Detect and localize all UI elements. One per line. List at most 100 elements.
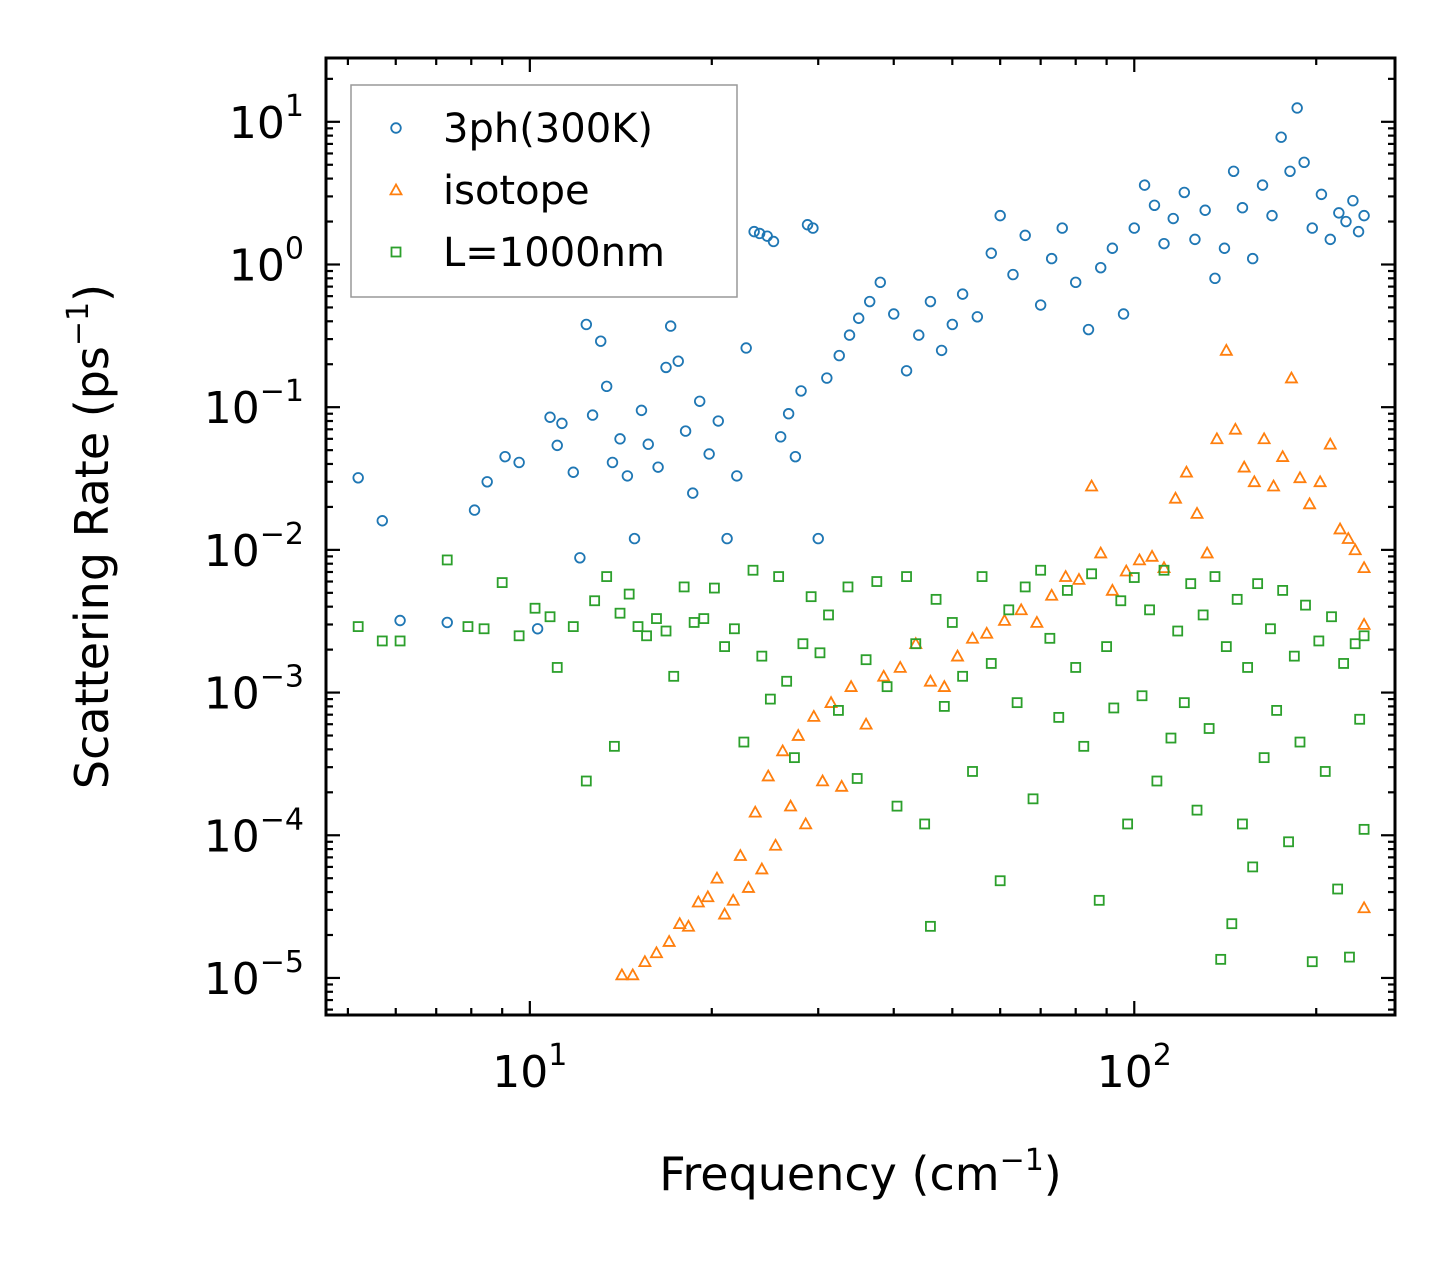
data-point xyxy=(1242,662,1254,673)
data-point xyxy=(1313,635,1325,647)
data-point xyxy=(767,235,780,248)
data-point xyxy=(1071,572,1086,585)
data-point xyxy=(531,623,544,635)
data-point xyxy=(842,581,854,593)
data-point xyxy=(628,532,641,545)
data-point xyxy=(1108,702,1120,714)
data-point xyxy=(652,461,664,473)
data-point xyxy=(900,365,913,377)
data-point xyxy=(1179,464,1194,478)
data-point xyxy=(1117,308,1130,320)
data-point xyxy=(821,372,833,384)
data-point xyxy=(1294,736,1306,748)
legend-entry: isotope xyxy=(388,168,590,214)
data-point xyxy=(1283,836,1294,848)
x-axis-label-sup: −1 xyxy=(1000,1143,1044,1178)
data-point xyxy=(967,766,978,777)
data-point xyxy=(1315,188,1328,201)
data-point xyxy=(441,554,453,566)
data-point xyxy=(824,695,839,708)
data-point xyxy=(1324,233,1336,246)
data-point xyxy=(544,611,556,623)
data-point xyxy=(1095,261,1107,274)
data-point xyxy=(783,798,798,812)
data-point xyxy=(1333,207,1345,219)
data-point xyxy=(1034,299,1047,311)
data-point xyxy=(608,740,620,752)
data-point xyxy=(795,385,807,397)
data-point xyxy=(946,318,959,331)
data-point xyxy=(1347,194,1359,207)
data-point xyxy=(709,582,720,594)
data-point xyxy=(806,709,821,722)
plot-frame xyxy=(324,56,1397,1017)
legend: 3ph(300K) isotope L=1000nm xyxy=(350,84,738,298)
data-point xyxy=(651,613,662,624)
data-point xyxy=(574,552,586,564)
data-point xyxy=(1151,775,1163,787)
data-point xyxy=(733,848,748,861)
data-point xyxy=(1128,222,1140,234)
data-point xyxy=(668,670,680,682)
legend-marker xyxy=(390,122,402,134)
data-point xyxy=(833,349,845,362)
data-point xyxy=(1302,496,1317,510)
data-point xyxy=(1226,918,1238,930)
x-axis-label-close: ) xyxy=(1044,1147,1062,1201)
data-point xyxy=(1144,604,1155,616)
series-circle xyxy=(352,102,1370,635)
y-tick-label: 10−5 xyxy=(204,945,304,1005)
data-point xyxy=(1220,641,1232,652)
data-point xyxy=(595,335,607,347)
data-point xyxy=(852,312,865,324)
data-point xyxy=(719,641,730,652)
data-point xyxy=(1292,470,1308,484)
data-point xyxy=(1256,179,1269,191)
data-point xyxy=(807,222,819,234)
data-point xyxy=(774,431,787,443)
data-point xyxy=(782,408,795,420)
data-point xyxy=(556,417,568,430)
data-point xyxy=(352,621,364,632)
data-point xyxy=(753,227,766,240)
data-point xyxy=(985,658,997,669)
legend-label: isotope xyxy=(443,168,590,214)
data-point xyxy=(923,673,938,687)
y-tick-label: 101 xyxy=(229,89,304,149)
data-point xyxy=(1056,222,1068,234)
data-point xyxy=(781,675,793,687)
data-point xyxy=(567,621,579,632)
data-point xyxy=(761,768,776,782)
data-point xyxy=(1145,549,1160,562)
data-point xyxy=(1197,609,1209,621)
data-point xyxy=(687,487,699,499)
data-point xyxy=(635,404,648,417)
y-tick-label: 10−3 xyxy=(204,660,304,720)
data-point xyxy=(935,344,948,357)
data-point xyxy=(664,320,677,332)
data-point xyxy=(791,728,806,741)
data-point xyxy=(376,515,388,527)
data-point xyxy=(1228,421,1243,435)
data-point xyxy=(768,837,783,851)
data-point xyxy=(775,743,790,757)
data-point xyxy=(1203,723,1215,734)
data-point xyxy=(979,626,994,639)
data-point xyxy=(1011,697,1023,709)
data-point xyxy=(1209,571,1221,582)
x-axis-label: Frequency (cm−1) xyxy=(659,1143,1062,1201)
data-point xyxy=(1044,632,1056,644)
data-point xyxy=(606,456,619,469)
legend-label: L=1000nm xyxy=(443,230,665,276)
data-point xyxy=(1199,204,1211,216)
data-point xyxy=(1277,585,1289,596)
data-point xyxy=(738,736,750,748)
data-point xyxy=(688,617,700,628)
data-point xyxy=(1019,581,1031,593)
data-point xyxy=(1165,732,1177,744)
data-point xyxy=(814,647,826,659)
data-point xyxy=(513,630,525,642)
data-point xyxy=(1247,474,1262,488)
data-point xyxy=(1344,951,1355,963)
data-point xyxy=(1132,552,1147,566)
